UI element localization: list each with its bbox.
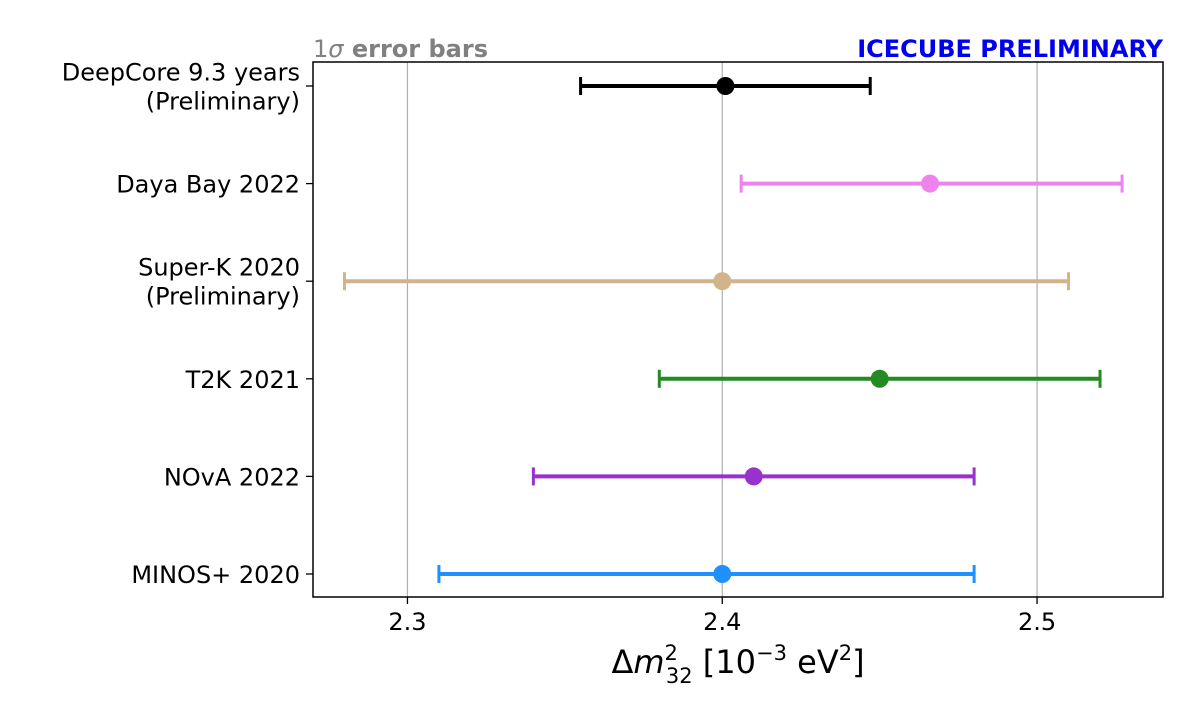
errorbar-series — [342, 272, 1071, 291]
error-bar-note: 1σ error bars — [313, 35, 488, 63]
x-tick-label: 2.5 — [1018, 608, 1056, 636]
xlabel-m: m — [633, 643, 664, 681]
preliminary-label: ICECUBE PRELIMINARY — [857, 35, 1163, 63]
category-label: (Preliminary) — [146, 88, 300, 116]
error-bar-note-sigma: σ — [328, 35, 344, 63]
x-axis-label: Δm2 32 [10−3 eV2] — [611, 641, 864, 688]
x-tick-label: 2.3 — [388, 608, 426, 636]
error-bar-note-prefix: 1 — [313, 35, 328, 63]
errorbar-series — [437, 565, 976, 583]
xlabel-unit-sup: 2 — [839, 641, 852, 665]
central-value-point — [716, 77, 735, 95]
xlabel-unit-open: [10 — [693, 643, 756, 681]
errorbar-series — [531, 467, 976, 486]
error-bar-note-text: error bars — [344, 35, 488, 63]
errorbar-series — [739, 174, 1124, 193]
category-label: Super-K 2020 — [138, 254, 300, 282]
errorbar-series — [657, 369, 1102, 388]
x-axis: 2.3 2.4 2.5 — [388, 597, 1056, 636]
xlabel-exp: −3 — [756, 641, 787, 665]
category-label: DeepCore 9.3 years — [62, 59, 300, 87]
xlabel-unit-close: ] — [852, 643, 864, 681]
central-value-point — [713, 272, 732, 291]
central-value-point — [870, 369, 889, 388]
xlabel-m-sup: 2 — [665, 641, 678, 665]
xlabel-delta: Δ — [611, 643, 633, 681]
xlabel-m-sub: 32 — [666, 664, 693, 688]
category-label: Daya Bay 2022 — [116, 171, 300, 199]
x-tick-label: 2.4 — [703, 608, 741, 636]
errorbar-series — [579, 77, 872, 95]
central-value-point — [921, 174, 940, 193]
category-label: T2K 2021 — [185, 366, 300, 394]
plot-frame — [312, 61, 1164, 598]
xlabel-unit-mid: eV — [787, 643, 839, 681]
category-label: MINOS+ 2020 — [131, 561, 300, 589]
central-value-point — [713, 565, 732, 583]
grid-lines — [406, 62, 1038, 597]
chart-marks — [342, 77, 1124, 583]
y-axis: DeepCore 9.3 years(Preliminary)Daya Bay … — [62, 59, 313, 589]
category-label: NOvA 2022 — [164, 463, 300, 491]
category-label: (Preliminary) — [146, 283, 300, 311]
central-value-point — [744, 467, 763, 486]
